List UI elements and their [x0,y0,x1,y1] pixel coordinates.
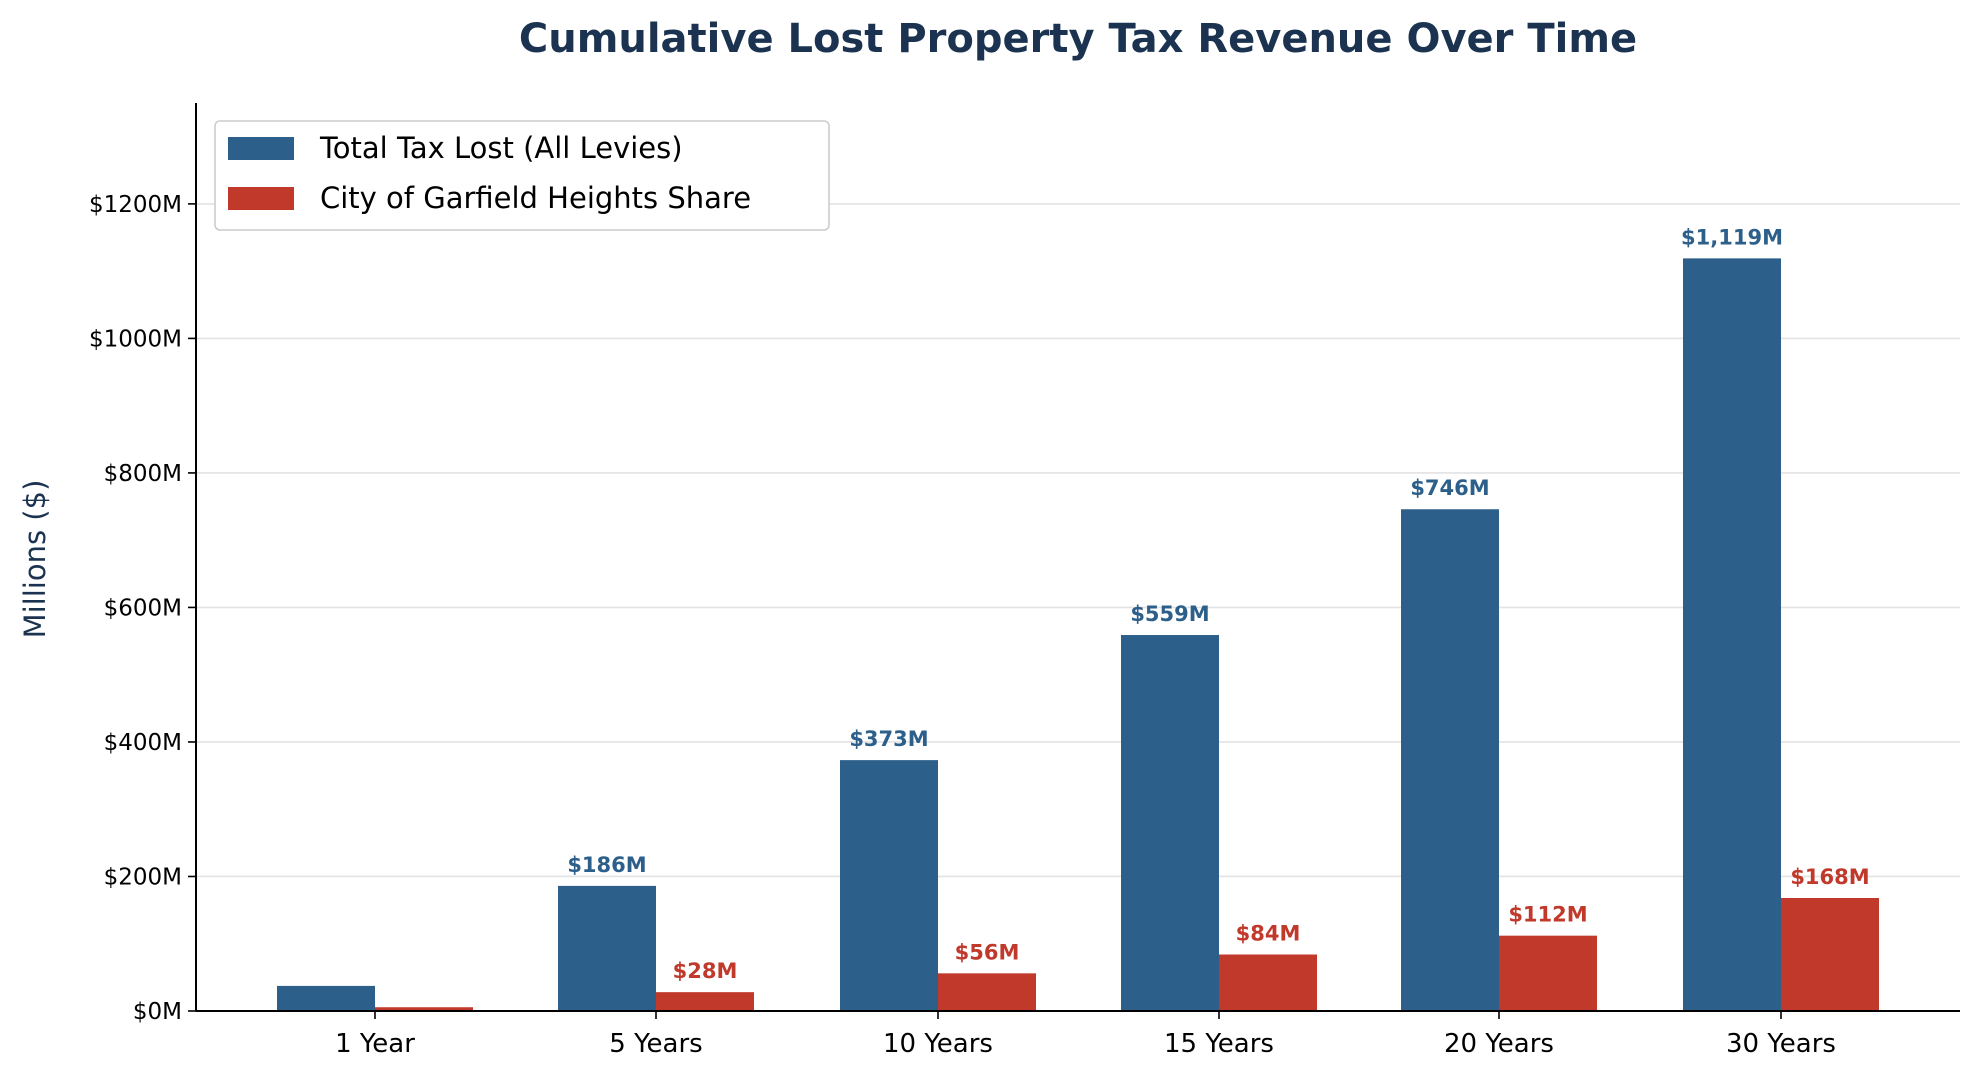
bar-total [558,885,656,1011]
y-tick-label: $1200M [89,192,182,218]
bars [277,258,1879,1011]
bar-total [1121,635,1219,1011]
x-tick-label: 5 Years [609,1029,702,1059]
bar-city-share [938,973,1036,1011]
data-label: $1,119M [1681,225,1783,249]
data-label: $112M [1508,903,1587,927]
y-tick-label: $200M [104,864,182,890]
y-tick-label: $800M [104,461,182,487]
y-tick-label: $0M [133,999,182,1025]
data-label: $373M [849,727,928,751]
data-label: $168M [1790,865,1869,889]
data-label: $56M [955,940,1020,964]
bar-city-share [375,1007,473,1011]
bar-total [840,760,938,1011]
legend-swatch [228,137,294,160]
bar-city-share [1781,898,1879,1011]
data-label: $28M [673,959,738,983]
x-tick-label: 30 Years [1726,1029,1836,1059]
data-label: $559M [1130,602,1209,626]
y-axis-label: Millions ($) [18,480,52,639]
y-tick-label: $1000M [89,326,182,352]
x-tick-label: 20 Years [1444,1029,1554,1059]
legend-swatch [228,187,294,210]
chart-title: Cumulative Lost Property Tax Revenue Ove… [519,16,1637,62]
bar-city-share [1219,954,1317,1011]
data-label: $84M [1236,922,1301,946]
legend-box [214,120,830,231]
x-tick-label: 1 Year [335,1029,415,1059]
data-label: $186M [567,853,646,877]
x-tick-label: 15 Years [1164,1029,1274,1059]
bar-total [1401,509,1499,1011]
legend-label: City of Garfield Heights Share [320,181,751,215]
legend: Total Tax Lost (All Levies) City of Garfi… [214,120,830,231]
x-tick-label: 10 Years [883,1029,993,1059]
bar-total [277,985,375,1011]
axes: $0M $200M $400M $600M $800M $1000M $1200M 1 Yea… [89,103,1960,1059]
bar-total [1683,258,1781,1011]
bar-city-share [1499,935,1597,1011]
bar-city-share [656,992,754,1011]
legend-label: Total Tax Lost (All Levies) [319,131,683,165]
data-labels: $186M $28M $373M $56M $559M $84M $746M $112M $1,… [567,225,1869,983]
y-tick-label: $600M [104,595,182,621]
data-label: $746M [1410,476,1489,500]
y-tick-label: $400M [104,730,182,756]
